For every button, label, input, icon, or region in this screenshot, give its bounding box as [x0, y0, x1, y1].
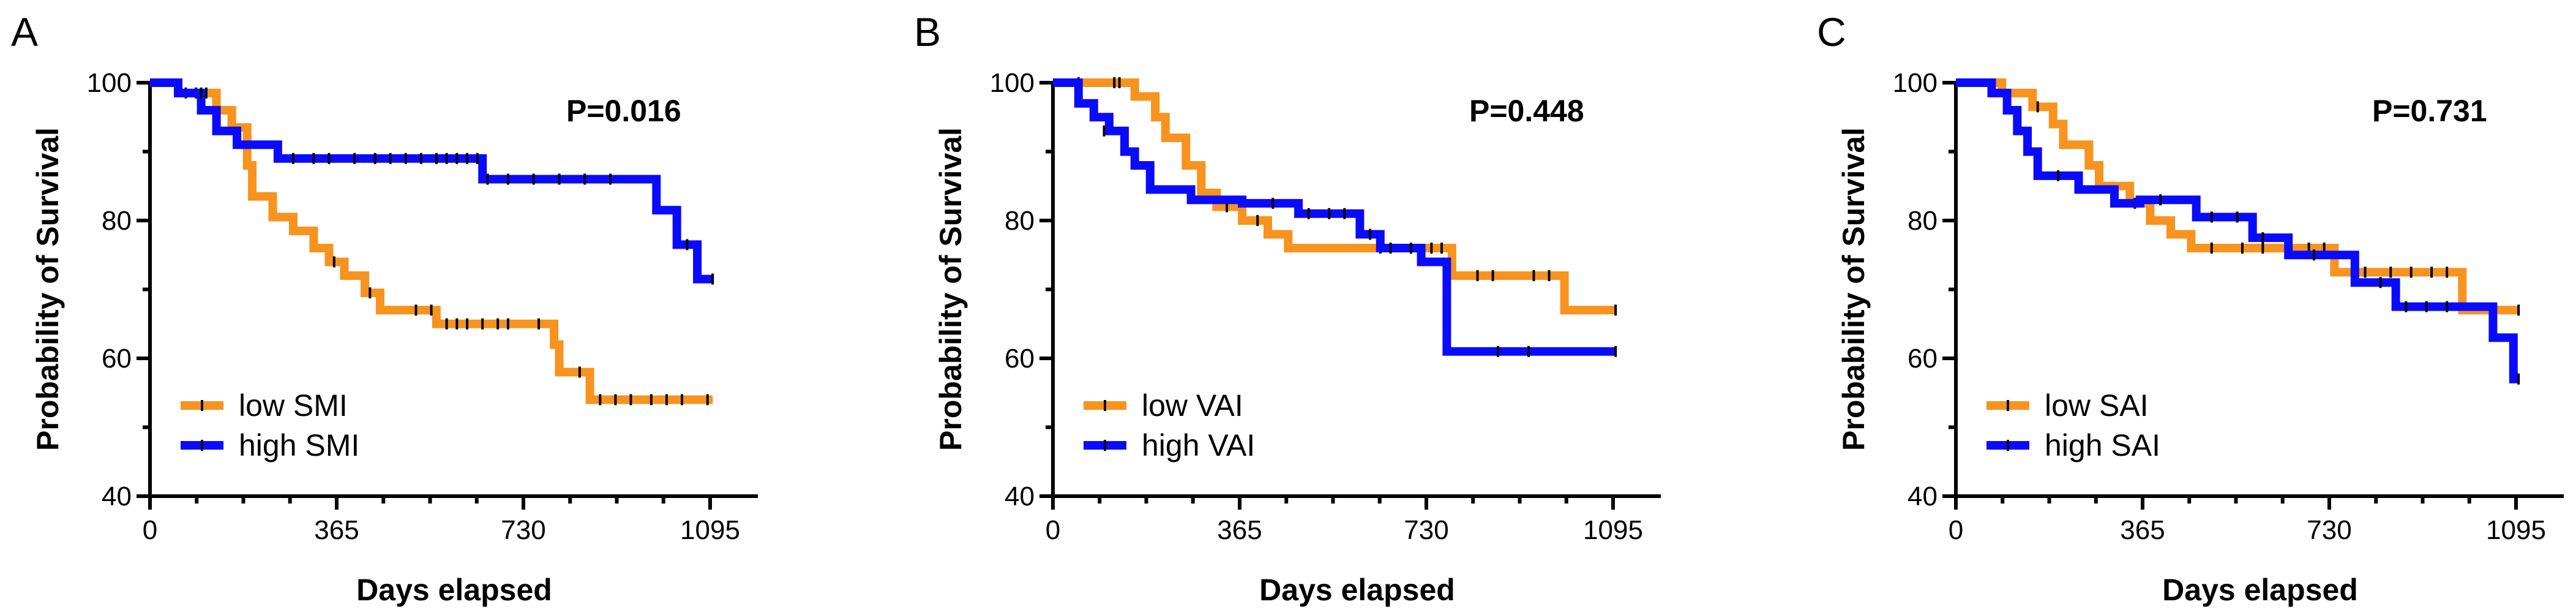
x-tick-label: 730: [501, 515, 545, 545]
p-value-label: P=0.448: [1469, 94, 1584, 128]
y-tick-label: 60: [1005, 344, 1035, 374]
y-tick-label: 40: [1908, 481, 1938, 511]
panel-label: C: [1817, 9, 1846, 55]
legend-label: low SMI: [239, 388, 348, 423]
legend-entry: low VAI: [1084, 388, 1243, 423]
x-tick-label: 365: [1217, 515, 1262, 545]
y-tick-label: 100: [1893, 68, 1938, 98]
survival-curve: [1956, 78, 2519, 383]
survival-curve: [1053, 78, 1616, 356]
y-tick-label: 80: [1908, 206, 1938, 236]
x-tick-label: 730: [2307, 515, 2351, 545]
x-tick-label: 1095: [2486, 515, 2546, 545]
x-tick-label: 730: [1404, 515, 1448, 545]
chart-panel-b: B 40 60 80 100 0 365 730 1095 Days elapsed Probabi…: [914, 9, 1661, 607]
y-tick-label: 60: [1908, 344, 1938, 374]
y-tick-label: 40: [1005, 481, 1035, 511]
legend-label: low VAI: [1142, 388, 1243, 423]
p-value-label: P=0.016: [566, 94, 681, 128]
legend-entry: high SMI: [181, 428, 359, 462]
series-high-smi: [150, 78, 714, 285]
p-value-label: P=0.731: [2372, 94, 2487, 128]
y-tick-label: 60: [102, 344, 132, 374]
y-tick-label: 100: [990, 68, 1035, 98]
chart-panel-c: C 40 60 80 100 0 365 730 1095 Days elapsed Probabi…: [1817, 9, 2564, 607]
x-tick-label: 1095: [1583, 515, 1643, 545]
panel-label: A: [11, 9, 38, 55]
panel-label: B: [914, 9, 941, 55]
legend-entry: high SAI: [1986, 428, 2160, 462]
legend-entry: high VAI: [1084, 428, 1255, 462]
x-tick-label: 365: [314, 515, 359, 545]
legend-entry: low SMI: [181, 388, 348, 423]
x-axis-title: Days elapsed: [1259, 573, 1455, 607]
y-axis-title: Probability of Survival: [1837, 127, 1871, 451]
chart-panel-a: A 40 60 80 100 0 365 730 1095 Days elapsed Probabi…: [11, 9, 758, 607]
x-tick-label: 0: [1046, 515, 1060, 545]
legend-label: low SAI: [2045, 388, 2149, 423]
legend-entry: low SAI: [1986, 388, 2149, 423]
legend-label: high SMI: [239, 428, 359, 462]
y-tick-label: 80: [102, 206, 132, 236]
legend-label: high VAI: [1142, 428, 1255, 462]
x-tick-label: 365: [2120, 515, 2165, 545]
x-tick-label: 0: [143, 515, 157, 545]
y-tick-label: 40: [102, 481, 132, 511]
x-axis-title: Days elapsed: [2162, 573, 2358, 607]
y-axis-title: Probability of Survival: [934, 127, 968, 451]
series-high-vai: [1053, 78, 1617, 357]
y-axis-title: Probability of Survival: [31, 127, 65, 451]
x-tick-label: 0: [1949, 515, 1963, 545]
x-axis-title: Days elapsed: [356, 573, 552, 607]
series-high-sai: [1956, 78, 2520, 385]
y-tick-label: 100: [87, 68, 132, 98]
x-tick-label: 1095: [680, 515, 740, 545]
y-tick-label: 80: [1005, 206, 1035, 236]
legend-label: high SAI: [2045, 428, 2160, 462]
survival-curve: [150, 78, 713, 404]
